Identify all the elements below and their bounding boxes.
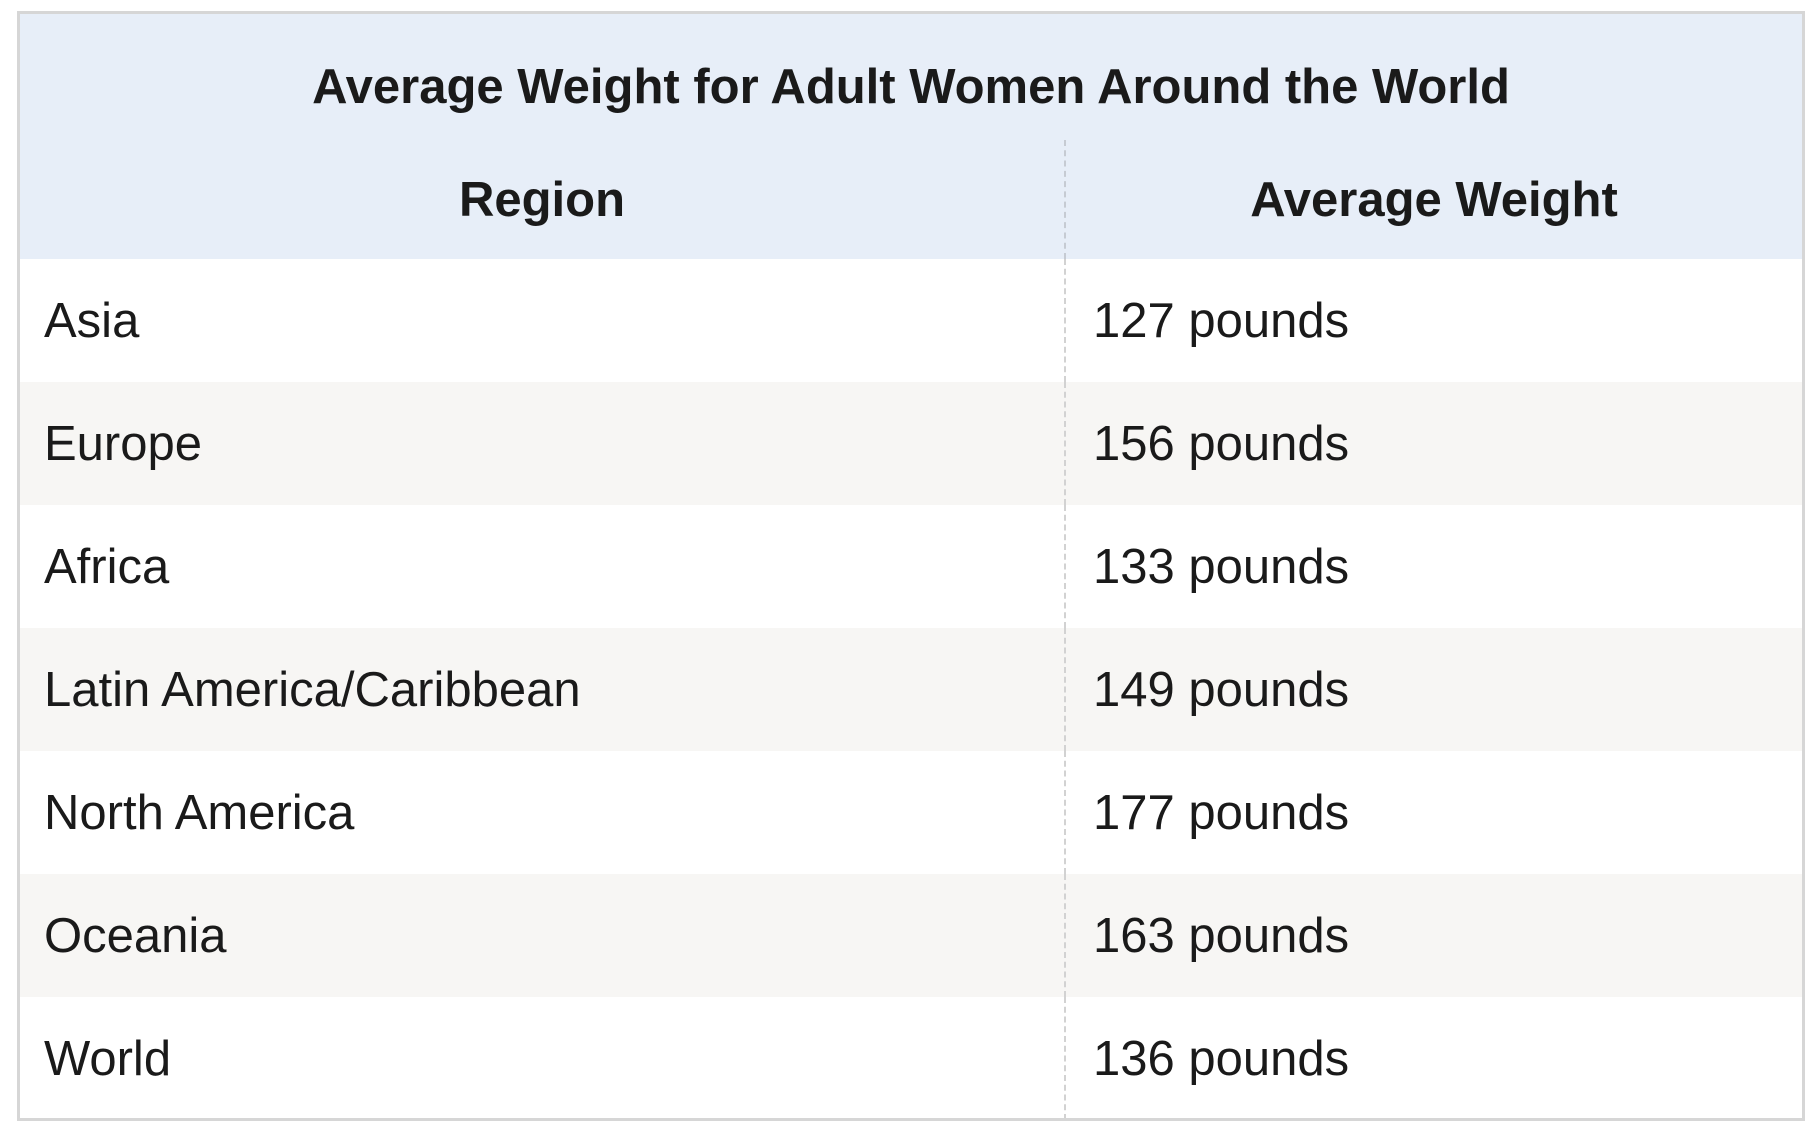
- region-cell: Europe: [44, 416, 203, 471]
- region-cell: Africa: [44, 539, 170, 594]
- table-header: Average Weight for Adult Women Around th…: [20, 14, 1802, 259]
- weight-cell: 127 pounds: [1064, 259, 1802, 382]
- data-table: Average Weight for Adult Women Around th…: [17, 11, 1805, 1121]
- column-header-average-weight: Average Weight: [1064, 140, 1802, 259]
- region-cell: World: [44, 1031, 172, 1086]
- region-cell: Asia: [44, 293, 140, 348]
- weight-cell: 163 pounds: [1064, 874, 1802, 997]
- column-headers: Region Average Weight: [20, 140, 1802, 259]
- region-cell: Oceania: [44, 908, 227, 963]
- table-row: World 136 pounds: [20, 997, 1802, 1118]
- table-row: Oceania 163 pounds: [20, 874, 1802, 997]
- table-row: Asia 127 pounds: [20, 259, 1802, 382]
- table-row: Latin America/Caribbean 149 pounds: [20, 628, 1802, 751]
- weight-cell: 136 pounds: [1064, 997, 1802, 1118]
- table-title: Average Weight for Adult Women Around th…: [312, 60, 1510, 114]
- weight-cell: 149 pounds: [1064, 628, 1802, 751]
- region-cell: Latin America/Caribbean: [44, 662, 581, 717]
- table-row: Europe 156 pounds: [20, 382, 1802, 505]
- weight-cell: 133 pounds: [1064, 505, 1802, 628]
- column-header-region: Region: [458, 172, 626, 227]
- weight-cell: 177 pounds: [1064, 751, 1802, 874]
- weight-cell: 156 pounds: [1064, 382, 1802, 505]
- table-row: North America 177 pounds: [20, 751, 1802, 874]
- table-row: Africa 133 pounds: [20, 505, 1802, 628]
- table-body: Asia 127 pounds Europe 156 pounds Africa…: [20, 259, 1802, 1118]
- region-cell: North America: [44, 785, 355, 840]
